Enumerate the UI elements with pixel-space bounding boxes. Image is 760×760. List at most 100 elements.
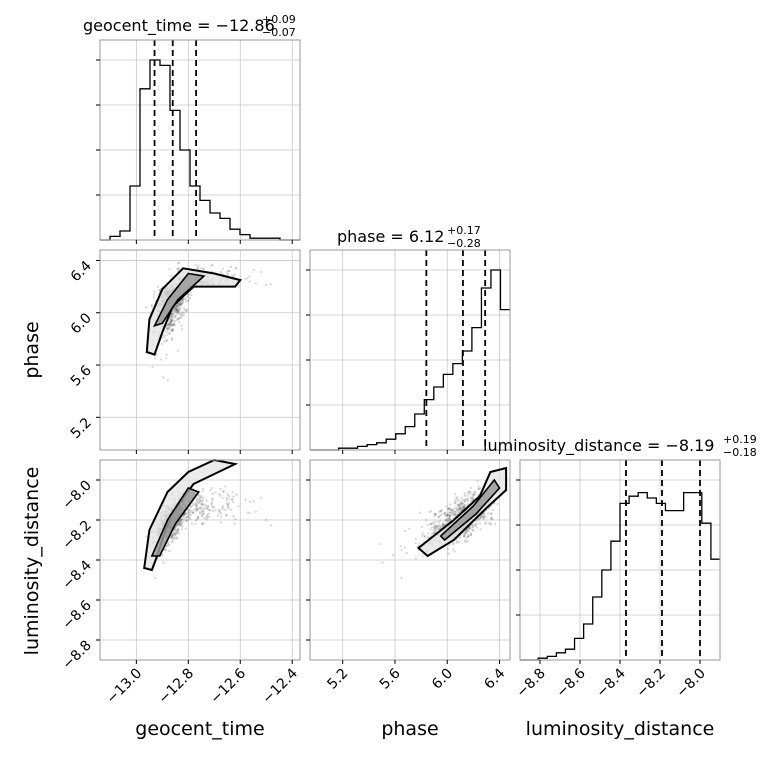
sample-point [469, 532, 473, 535]
sample-point [195, 509, 198, 513]
sample-point [196, 518, 199, 521]
sample-point [178, 521, 181, 524]
sample-point [175, 308, 178, 311]
sample-point [231, 491, 234, 494]
ylabel-luminosity-distance: luminosity_distance [21, 467, 43, 656]
sample-point [172, 328, 175, 331]
sample-point [227, 269, 230, 273]
ylabel-phase: phase [21, 321, 43, 378]
sample-point [168, 332, 171, 335]
sample-point [175, 308, 178, 311]
sample-point [187, 293, 190, 296]
sample-point [462, 505, 465, 508]
sample-point [446, 514, 449, 517]
sample-point [205, 499, 208, 502]
sample-point [463, 535, 466, 538]
sample-point [195, 508, 199, 511]
sample-point [196, 499, 199, 503]
sample-point [186, 516, 189, 519]
sample-point [201, 512, 205, 515]
sample-point [168, 549, 171, 553]
sample-point [161, 553, 164, 557]
sample-point [191, 511, 195, 514]
sample-point [457, 505, 461, 508]
sample-point [178, 523, 181, 527]
sample-point [463, 503, 466, 506]
sample-point [177, 523, 180, 527]
sample-point [438, 523, 441, 527]
sample-point [445, 519, 449, 522]
sample-point [445, 505, 448, 508]
sample-point [171, 532, 174, 536]
sample-point [433, 513, 436, 516]
sample-point [188, 516, 191, 520]
sample-point [170, 534, 173, 537]
sample-point [189, 505, 193, 508]
sample-point [176, 308, 179, 311]
sample-point [171, 329, 174, 332]
sample-point [173, 306, 176, 309]
sample-point [404, 529, 407, 533]
sample-point [407, 527, 411, 530]
sample-point [180, 522, 183, 526]
sample-point [474, 524, 477, 527]
sample-point [205, 518, 209, 521]
sample-point [189, 506, 192, 509]
sample-point [201, 522, 204, 525]
sample-point [175, 304, 178, 308]
sample-point [198, 507, 201, 510]
sample-point [177, 318, 180, 321]
title-geocent-time-sub: −0.07 [262, 26, 296, 39]
sample-point [232, 495, 235, 498]
sample-point [201, 523, 204, 526]
sample-point [170, 534, 173, 537]
sample-point [185, 300, 188, 303]
sample-point [173, 307, 176, 310]
sample-point [465, 498, 468, 501]
sample-point [246, 511, 249, 514]
sample-point [456, 540, 459, 543]
sample-point [443, 512, 446, 516]
sample-point [467, 535, 470, 538]
sample-point [486, 512, 490, 515]
sample-point [264, 518, 268, 522]
sample-point [462, 506, 465, 510]
sample-point [471, 525, 475, 528]
sample-point [235, 493, 238, 496]
sample-point [433, 513, 437, 516]
sample-point [456, 499, 459, 503]
sample-point [490, 517, 494, 521]
contour-outer-geocent_time-luminosity_distance [143, 458, 239, 572]
sample-point [145, 306, 148, 309]
sample-point [171, 538, 174, 541]
sample-point [195, 505, 198, 509]
sample-point [172, 309, 175, 312]
sample-point [466, 529, 469, 532]
sample-point [152, 296, 155, 299]
sample-point [174, 307, 177, 310]
sample-point [469, 533, 473, 537]
sample-point [439, 509, 442, 513]
sample-point [165, 339, 168, 343]
sample-point [202, 503, 205, 506]
sample-point [205, 516, 208, 519]
sample-point [200, 505, 203, 509]
sample-point [177, 310, 180, 313]
sample-point [165, 353, 168, 356]
sample-point [455, 496, 459, 499]
sample-point [178, 308, 182, 311]
sample-point [452, 509, 455, 512]
sample-point [176, 303, 180, 307]
sample-point [169, 329, 173, 332]
sample-point [429, 523, 433, 526]
sample-point [173, 309, 176, 313]
sample-point [175, 532, 178, 535]
sample-point [200, 514, 204, 517]
sample-point [464, 539, 467, 542]
sample-point [455, 541, 458, 544]
sample-point [465, 529, 468, 532]
sample-point [202, 507, 205, 510]
sample-point [435, 520, 438, 523]
sample-point [449, 512, 452, 515]
sample-point [180, 313, 183, 316]
